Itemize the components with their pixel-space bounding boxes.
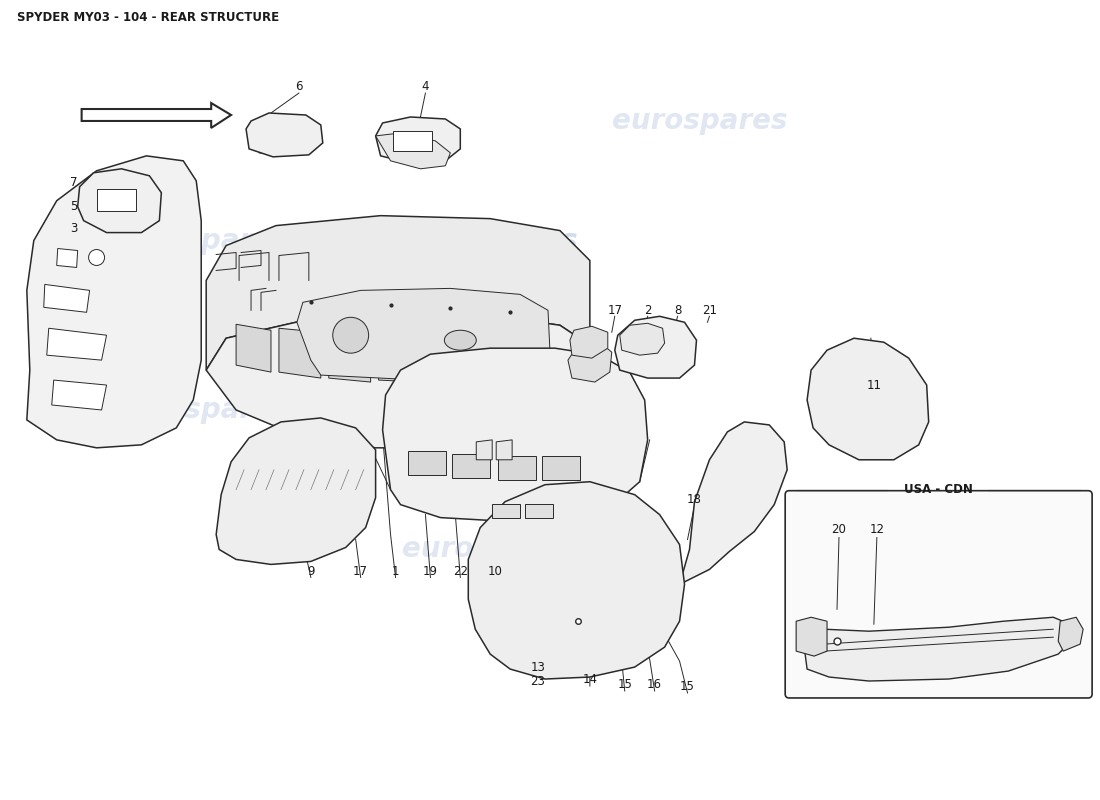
Text: 6: 6 (295, 79, 302, 93)
Polygon shape (807, 338, 928, 460)
FancyBboxPatch shape (785, 490, 1092, 698)
Polygon shape (246, 113, 322, 157)
Text: 14: 14 (582, 673, 597, 686)
Polygon shape (615, 316, 696, 378)
Polygon shape (375, 133, 450, 169)
Circle shape (333, 318, 369, 353)
Text: 21: 21 (702, 304, 717, 317)
Polygon shape (428, 340, 471, 380)
Polygon shape (236, 324, 271, 372)
Text: USA - CDN: USA - CDN (904, 483, 974, 496)
Polygon shape (476, 440, 492, 460)
Bar (498, 456, 536, 480)
Ellipse shape (444, 330, 476, 350)
Text: 7: 7 (70, 176, 77, 190)
Text: SPYDER MY03 - 104 - REAR STRUCTURE: SPYDER MY03 - 104 - REAR STRUCTURE (16, 11, 279, 24)
Bar (393, 131, 432, 151)
Text: 11: 11 (867, 378, 881, 391)
Text: 17: 17 (353, 565, 369, 578)
Text: 13: 13 (530, 661, 546, 674)
Polygon shape (57, 249, 78, 267)
Text: 15: 15 (680, 679, 695, 693)
Polygon shape (81, 103, 231, 128)
Text: eurospares: eurospares (403, 226, 578, 254)
Text: 20: 20 (832, 523, 846, 536)
Polygon shape (469, 482, 684, 679)
Polygon shape (78, 169, 162, 233)
Bar (97, 189, 136, 210)
Bar (408, 451, 447, 474)
Text: 5: 5 (70, 200, 77, 213)
Polygon shape (329, 334, 371, 382)
Text: 8: 8 (674, 304, 681, 317)
Bar (452, 454, 491, 478)
Text: 17: 17 (607, 304, 623, 317)
Polygon shape (297, 288, 550, 382)
Text: 2: 2 (644, 304, 651, 317)
Text: eurospares: eurospares (403, 535, 578, 563)
Text: 10: 10 (487, 565, 503, 578)
Circle shape (89, 250, 104, 266)
Polygon shape (568, 342, 612, 382)
Text: eurospares: eurospares (403, 226, 578, 254)
Polygon shape (478, 338, 520, 378)
Bar (525, 504, 553, 518)
Polygon shape (1058, 618, 1084, 651)
Polygon shape (619, 323, 664, 355)
Polygon shape (383, 348, 648, 522)
Text: 1: 1 (392, 565, 399, 578)
Polygon shape (496, 440, 513, 460)
Text: 22: 22 (453, 565, 468, 578)
Polygon shape (206, 216, 590, 370)
Text: 15: 15 (617, 678, 632, 690)
Text: 18: 18 (688, 493, 702, 506)
Bar (492, 504, 520, 518)
Polygon shape (796, 618, 827, 656)
Polygon shape (52, 380, 107, 410)
Polygon shape (378, 338, 420, 382)
Polygon shape (279, 328, 321, 378)
Text: eurospares: eurospares (403, 396, 578, 424)
Text: 3: 3 (70, 222, 77, 235)
Polygon shape (217, 418, 375, 565)
Text: eurospares: eurospares (612, 107, 788, 135)
Polygon shape (570, 326, 608, 358)
Text: 12: 12 (869, 523, 884, 536)
Polygon shape (804, 618, 1074, 681)
Text: eurospares: eurospares (113, 396, 289, 424)
Polygon shape (680, 422, 788, 584)
Text: 16: 16 (647, 678, 662, 690)
Bar (542, 456, 580, 480)
Polygon shape (47, 328, 107, 360)
Text: 9: 9 (307, 565, 315, 578)
Text: eurospares: eurospares (113, 226, 289, 254)
Text: 23: 23 (530, 674, 546, 687)
Polygon shape (206, 312, 590, 448)
Text: 4: 4 (421, 79, 429, 93)
Polygon shape (375, 117, 460, 163)
Polygon shape (26, 156, 201, 448)
Polygon shape (44, 285, 89, 312)
Text: 19: 19 (422, 565, 438, 578)
